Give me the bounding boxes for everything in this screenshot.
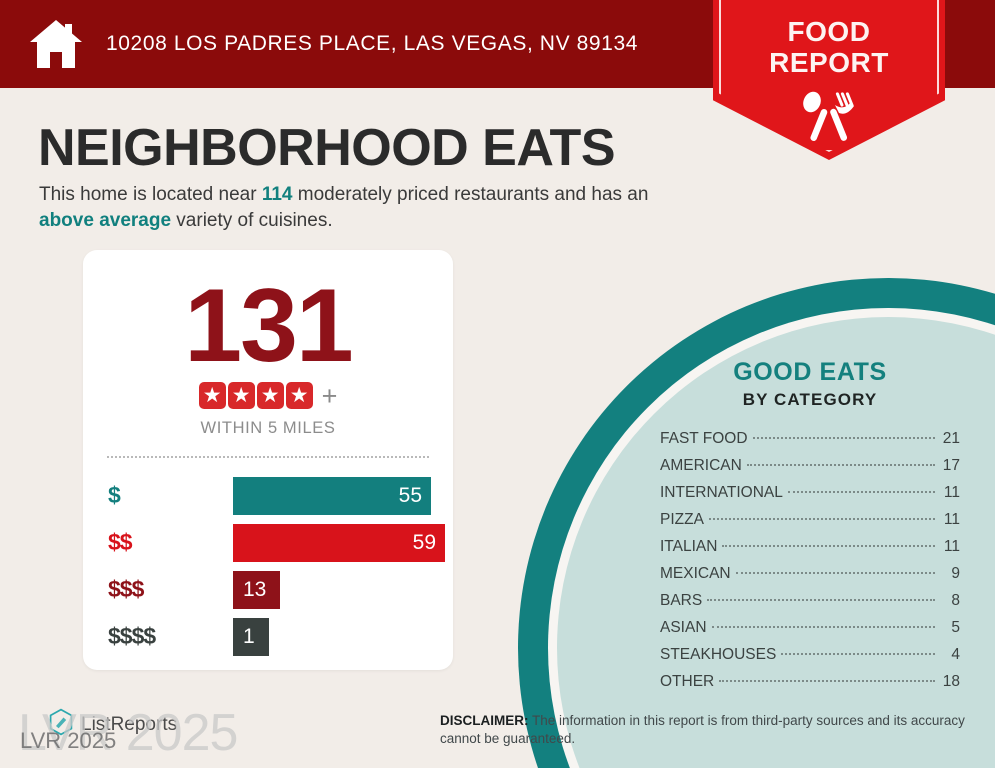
disclaimer-text: The information in this report is from t…	[440, 713, 965, 746]
list-item: BARS 8	[660, 592, 960, 610]
list-item: OTHER 18	[660, 673, 960, 691]
home-icon	[28, 18, 84, 70]
category-name: AMERICAN	[660, 457, 742, 474]
list-item: FAST FOOD 21	[660, 430, 960, 448]
category-count: 11	[943, 538, 960, 555]
dot-leader	[746, 464, 935, 466]
disclaimer-label: DISCLAIMER:	[440, 713, 529, 728]
page-subtitle: This home is located near 114 moderately…	[39, 182, 699, 234]
bar-fill: 13	[233, 570, 280, 609]
bar-fill: 59	[233, 523, 445, 562]
list-item: STEAKHOUSES 4	[660, 646, 960, 664]
bar-track: 13	[233, 570, 453, 609]
food-report-badge: FOOD REPORT	[713, 0, 945, 160]
bar-label: $$	[108, 529, 133, 555]
badge-outline	[719, 0, 939, 152]
bar-row: $55	[83, 472, 453, 519]
category-name: STEAKHOUSES	[660, 646, 777, 663]
list-item: INTERNATIONAL 11	[660, 484, 960, 502]
bar-track: 55	[233, 476, 453, 515]
bar-label: $$$	[108, 576, 144, 602]
bar-fill: 55	[233, 476, 431, 515]
star-icon: ★	[198, 382, 226, 409]
good-eats-panel: GOOD EATS BY CATEGORY FAST FOOD 21 AMERICA…	[660, 358, 960, 700]
category-name: ASIAN	[660, 619, 707, 636]
category-count: 5	[951, 619, 960, 636]
price-level-bar-chart: $55 $$ 59 $$$ 13 $$$$ 1	[83, 458, 453, 660]
subtitle-part-1: This home is located near	[39, 184, 262, 205]
dot-leader	[735, 572, 935, 574]
star-icon: ★	[256, 382, 284, 409]
star-icon: ★	[227, 382, 255, 409]
dot-leader	[719, 680, 935, 682]
bar-fill: 1	[233, 617, 269, 656]
list-item: MEXICAN 9	[660, 565, 960, 583]
bar-track: 59	[233, 523, 453, 562]
good-eats-title: GOOD EATS	[733, 358, 887, 386]
bar-track: 1	[233, 617, 453, 656]
page-title: NEIGHBORHOOD EATS	[38, 119, 616, 177]
category-name: INTERNATIONAL	[660, 484, 783, 501]
bar-row: $$$$ 1	[83, 613, 453, 660]
category-name: ITALIAN	[660, 538, 718, 555]
header-content: 10208 LOS PADRES PLACE, LAS VEGAS, NV 89…	[28, 0, 638, 88]
category-count: 9	[951, 565, 960, 582]
dot-leader	[787, 491, 935, 493]
dot-leader	[708, 518, 935, 520]
dot-leader	[707, 599, 935, 601]
category-name: MEXICAN	[660, 565, 731, 582]
dot-leader	[722, 545, 935, 547]
subtitle-highlight-variety: above average	[39, 210, 172, 231]
category-name: FAST FOOD	[660, 430, 748, 447]
list-item: ASIAN 5	[660, 619, 960, 637]
listreports-logo: ListReports	[48, 708, 177, 741]
dot-leader	[752, 437, 935, 439]
badge-line-2: REPORT	[769, 47, 889, 78]
badge-line-1: FOOD	[787, 16, 871, 47]
disclaimer: DISCLAIMER: The information in this repo…	[440, 712, 988, 748]
listreports-hexagon-icon	[48, 708, 74, 741]
category-count: 11	[943, 511, 960, 528]
list-item: PIZZA 11	[660, 511, 960, 529]
category-count: 8	[951, 592, 960, 609]
category-name: OTHER	[660, 673, 715, 690]
badge-title: FOOD REPORT	[713, 16, 945, 78]
property-address: 10208 LOS PADRES PLACE, LAS VEGAS, NV 89…	[106, 32, 639, 55]
category-name: BARS	[660, 592, 703, 609]
subtitle-part-2: moderately priced restaurants and has an	[292, 184, 649, 205]
category-count: 4	[951, 646, 960, 663]
category-count: 17	[942, 457, 960, 474]
list-item: ITALIAN 11	[660, 538, 960, 556]
dot-leader	[781, 653, 935, 655]
subtitle-part-3: variety of cuisines.	[171, 210, 333, 231]
restaurant-stat-card: 131 ★ ★ ★ ★ + WITHIN 5 MILES $55 $$ 59 $$$ 1…	[83, 250, 453, 670]
restaurant-count: 131	[184, 268, 354, 384]
card-divider	[107, 456, 429, 458]
plus-sign: +	[321, 380, 338, 411]
category-count: 18	[942, 673, 960, 690]
category-count: 21	[942, 430, 960, 447]
listreports-wordmark: ListReports	[81, 713, 178, 735]
dot-leader	[711, 626, 935, 628]
bar-label: $$$$	[108, 623, 156, 649]
within-radius-label: WITHIN 5 MILES	[200, 419, 336, 437]
rating-stars: ★ ★ ★ ★ +	[83, 382, 453, 409]
bar-label: $	[108, 482, 121, 508]
good-eats-subtitle: BY CATEGORY	[742, 390, 878, 409]
bar-row: $$$ 13	[83, 566, 453, 613]
category-name: PIZZA	[660, 511, 704, 528]
category-count: 11	[943, 484, 960, 501]
good-eats-list: FAST FOOD 21 AMERICAN 17 INTERNATIONAL 11 PIZZ…	[660, 430, 960, 691]
star-icon: ★	[285, 382, 313, 409]
bar-row: $$ 59	[83, 519, 453, 566]
list-item: AMERICAN 17	[660, 457, 960, 475]
subtitle-highlight-count: 114	[261, 184, 293, 205]
